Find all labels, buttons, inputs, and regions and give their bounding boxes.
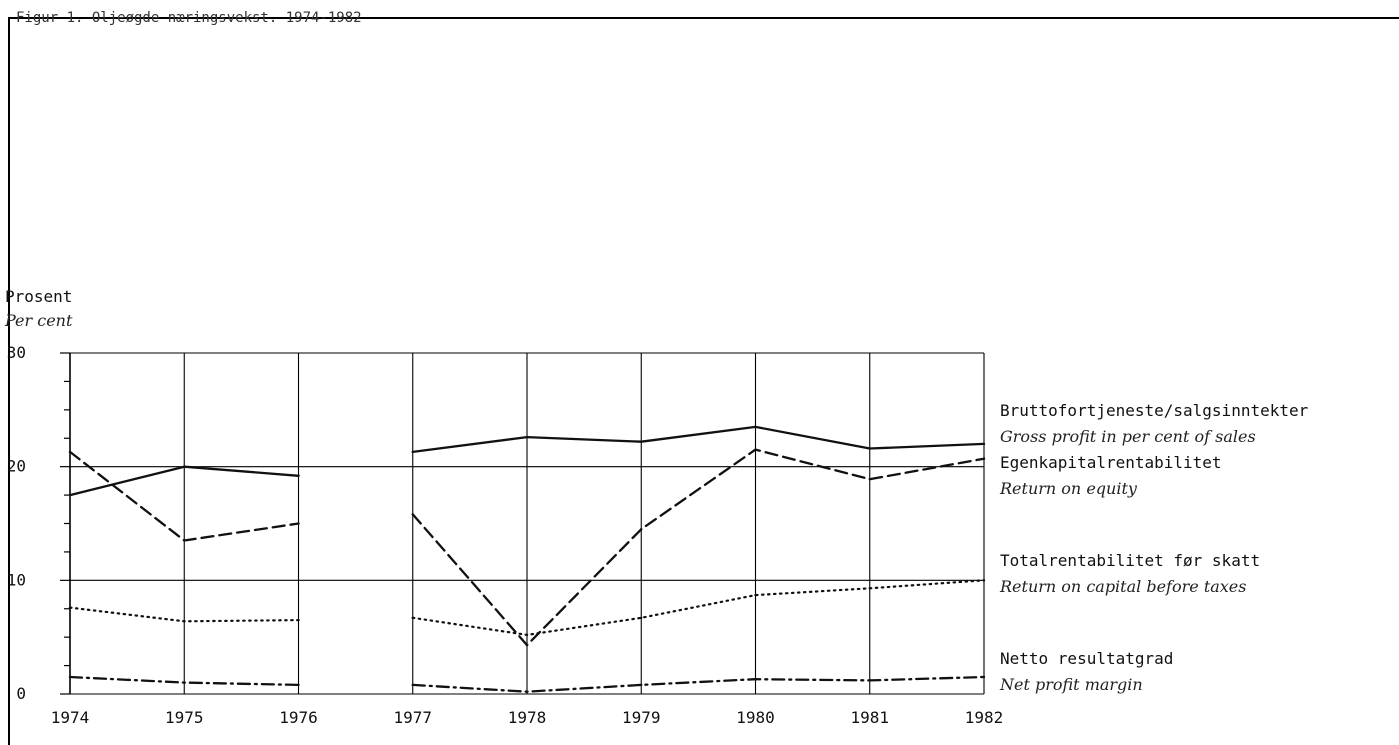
data-point-3-1976 (297, 618, 300, 622)
series-line-1-segment-2 (411, 425, 986, 454)
data-point-1-1980 (754, 425, 757, 429)
data-point-2-1980 (754, 448, 757, 451)
data-point-2-1982 (982, 457, 986, 460)
y-tick-label-20: 20 (7, 457, 26, 476)
x-tick-label-1979: 1979 (622, 708, 661, 727)
data-point-1-1981 (868, 447, 871, 450)
data-point-4-1974 (68, 675, 72, 679)
x-tick-label-1980: 1980 (736, 708, 775, 727)
data-point-2-1974 (68, 450, 72, 454)
data-point-2-1976 (297, 522, 300, 525)
legend-label-en-2: Return on equity (999, 479, 1138, 498)
data-point-1-1975 (183, 465, 186, 468)
data-point-3-1977 (411, 616, 414, 620)
y-axis-label: Prosent (5, 287, 72, 306)
data-point-2-1977 (411, 513, 414, 516)
data-point-4-1977 (411, 683, 414, 687)
figure-caption: Figur 1. Oljeøgde næringsvekst. 1974-198… (16, 10, 362, 26)
legend: Bruttofortjeneste/salgsinntekter Gross pr… (999, 401, 1309, 694)
figure-frame: Figur 1. Oljeøgde næringsvekst. 1974-198… (8, 10, 1399, 745)
data-point-4-1978 (525, 690, 529, 693)
y-axis-label-en: Per cent (4, 311, 73, 330)
x-tick-label-1982: 1982 (965, 708, 1004, 727)
legend-label-en-1: Gross profit in per cent of sales (1000, 427, 1256, 446)
x-tick-label-1977: 1977 (393, 708, 432, 727)
data-point-3-1982 (982, 579, 986, 582)
axis-ticks: 0 10 20 30 1974 1975 1976 1977 1978 1979 1980 1981 1… (7, 343, 1004, 727)
y-tick-label-10: 10 (7, 570, 26, 589)
data-point-4-1979 (640, 683, 643, 687)
legend-label-4: Netto resultatgrad (1000, 649, 1173, 668)
data-point-4-1980 (754, 678, 757, 681)
series-line-3-segment-2 (411, 579, 986, 637)
series-line-4-segment-2 (411, 675, 986, 693)
data-point-2-1978 (525, 643, 529, 647)
legend-label-3: Totalrentabilitet før skatt (1000, 551, 1260, 570)
data-point-4-1981 (868, 679, 871, 682)
data-point-1-1978 (525, 435, 529, 439)
x-tick-label-1975: 1975 (165, 708, 204, 727)
data-point-2-1975 (183, 539, 186, 542)
series-lines (68, 425, 986, 693)
data-point-1-1974 (68, 493, 72, 497)
data-point-4-1976 (297, 683, 300, 687)
data-point-1-1982 (982, 442, 986, 446)
data-point-3-1978 (525, 633, 529, 637)
data-point-3-1975 (183, 620, 186, 623)
data-point-3-1981 (868, 587, 871, 590)
data-point-1-1979 (640, 440, 643, 443)
x-tick-label-1974: 1974 (51, 708, 90, 727)
x-tick-label-1981: 1981 (850, 708, 889, 727)
grid (69, 352, 985, 695)
legend-label-1: Bruttofortjeneste/salgsinntekter (1000, 401, 1309, 420)
data-point-2-1981 (868, 477, 871, 481)
x-tick-label-1976: 1976 (279, 708, 318, 727)
data-point-4-1982 (982, 675, 986, 679)
legend-label-en-3: Return on capital before taxes (999, 577, 1246, 596)
x-tick-label-1978: 1978 (508, 708, 547, 727)
legend-label-2: Egenkapitalrentabilitet (1000, 453, 1222, 472)
data-point-3-1974 (68, 606, 72, 609)
data-point-3-1980 (754, 593, 757, 597)
data-point-3-1979 (640, 616, 643, 620)
series-line-2-segment-2 (411, 448, 986, 647)
y-tick-label-0: 0 (16, 684, 26, 703)
data-point-2-1979 (640, 527, 643, 531)
data-point-1-1977 (411, 450, 414, 454)
data-point-4-1975 (183, 681, 186, 684)
data-point-1-1976 (297, 474, 300, 477)
y-tick-label-30: 30 (7, 343, 26, 362)
legend-label-en-4: Net profit margin (999, 675, 1143, 694)
